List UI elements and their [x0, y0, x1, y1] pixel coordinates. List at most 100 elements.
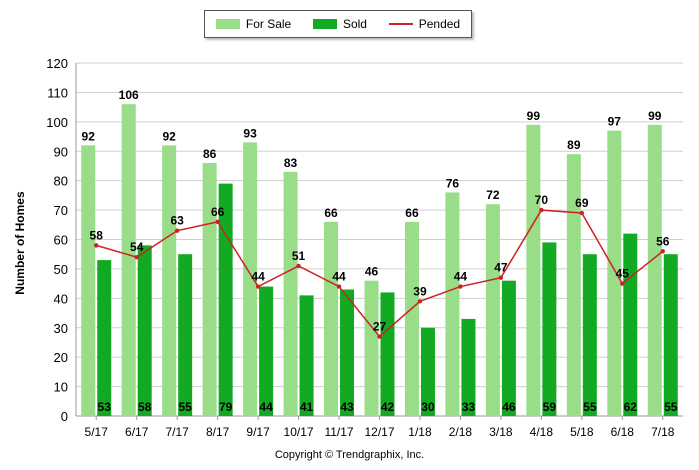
- data-label-pended: 45: [616, 267, 630, 281]
- legend-swatch-pended: [388, 23, 413, 25]
- point-pended: [377, 334, 382, 339]
- legend-item-sold: Sold: [312, 17, 367, 31]
- data-label-pended: 47: [494, 261, 508, 275]
- data-label-sold: 58: [138, 400, 152, 414]
- data-label-for-sale: 106: [119, 88, 139, 102]
- x-tick-label: 6/18: [611, 425, 635, 439]
- y-tick-label: 100: [46, 115, 68, 130]
- data-label-sold: 62: [624, 400, 638, 414]
- bar-sold: [97, 260, 112, 416]
- bar-for-sale: [202, 163, 217, 416]
- data-label-for-sale: 92: [162, 129, 176, 143]
- point-pended: [620, 281, 625, 286]
- bar-sold: [218, 183, 233, 416]
- bar-for-sale: [485, 204, 500, 416]
- bar-for-sale: [364, 280, 379, 416]
- data-label-sold: 41: [300, 400, 314, 414]
- data-label-sold: 30: [421, 400, 435, 414]
- y-tick-label: 50: [54, 262, 68, 277]
- point-pended: [215, 219, 220, 225]
- data-label-pended: 69: [575, 196, 589, 210]
- data-label-for-sale: 99: [648, 109, 662, 123]
- x-tick-label: 9/17: [246, 425, 270, 439]
- data-label-pended: 58: [90, 228, 104, 242]
- y-tick-label: 110: [47, 85, 68, 100]
- data-label-sold: 46: [502, 400, 516, 414]
- x-tick-label: 7/18: [651, 425, 675, 439]
- bar-for-sale: [121, 104, 136, 416]
- point-pended: [579, 210, 585, 216]
- x-tick-label: 8/17: [206, 425, 230, 439]
- point-pended: [94, 243, 99, 248]
- x-tick-label: 10/17: [284, 425, 314, 439]
- data-label-for-sale: 66: [405, 206, 419, 220]
- point-pended: [660, 249, 665, 254]
- legend-item-pended: Pended: [388, 17, 460, 31]
- data-label-pended: 44: [251, 270, 265, 284]
- y-tick-label: 30: [54, 321, 68, 336]
- data-label-for-sale: 93: [243, 126, 257, 140]
- y-tick-label: 20: [54, 350, 68, 365]
- legend: For Sale Sold Pended: [204, 10, 472, 38]
- data-label-for-sale: 92: [82, 129, 96, 143]
- point-pended: [458, 284, 463, 289]
- legend-label-for-sale: For Sale: [245, 17, 292, 31]
- data-label-sold: 55: [583, 400, 597, 414]
- data-label-sold: 33: [462, 400, 476, 414]
- y-tick-label: 80: [54, 174, 68, 189]
- y-tick-label: 90: [54, 144, 68, 159]
- point-pended: [539, 207, 544, 213]
- x-tick-label: 11/17: [324, 425, 353, 439]
- data-label-for-sale: 97: [608, 115, 622, 129]
- data-label-for-sale: 66: [324, 206, 338, 220]
- bar-for-sale: [162, 145, 177, 416]
- bar-for-sale: [647, 124, 662, 417]
- x-tick-label: 3/18: [489, 425, 513, 439]
- x-tick-label: 2/18: [449, 425, 473, 439]
- data-label-for-sale: 86: [203, 147, 217, 161]
- x-tick-label: 1/18: [408, 425, 432, 439]
- data-label-pended: 70: [535, 193, 549, 207]
- bar-sold: [380, 292, 395, 416]
- point-pended: [296, 263, 301, 269]
- y-tick-label: 40: [54, 291, 68, 306]
- data-label-pended: 56: [656, 234, 670, 248]
- y-tick-label: 0: [61, 409, 68, 424]
- x-tick-label: 7/17: [165, 425, 189, 439]
- copyright-text: Copyright © Trendgraphix, Inc.: [274, 449, 425, 461]
- bar-sold: [501, 280, 516, 416]
- bar-for-sale: [81, 145, 96, 416]
- bar-sold: [663, 254, 678, 416]
- bar-sold: [340, 289, 355, 416]
- point-pended: [134, 254, 139, 260]
- point-pended: [255, 284, 261, 289]
- bar-for-sale: [526, 124, 541, 417]
- data-label-pended: 63: [170, 214, 184, 228]
- legend-item-for-sale: For Sale: [215, 17, 292, 31]
- bar-for-sale: [283, 171, 298, 416]
- bar-sold: [137, 245, 152, 416]
- bar-for-sale: [445, 192, 460, 416]
- y-tick-label: 60: [54, 233, 68, 248]
- bar-for-sale: [243, 142, 258, 417]
- x-tick-label: 12/17: [364, 425, 394, 439]
- bar-sold: [259, 286, 274, 416]
- data-label-pended: 66: [211, 205, 225, 219]
- data-label-pended: 39: [413, 284, 427, 298]
- x-tick-label: 5/18: [570, 425, 594, 439]
- point-pended: [336, 284, 342, 289]
- x-tick-label: 4/18: [530, 425, 554, 439]
- data-label-pended: 27: [373, 320, 387, 334]
- bar-for-sale: [324, 221, 339, 416]
- legend-swatch-for-sale: [215, 19, 240, 29]
- data-label-pended: 51: [292, 249, 306, 263]
- data-label-for-sale: 99: [527, 109, 541, 123]
- data-label-sold: 43: [340, 400, 354, 414]
- bar-for-sale: [566, 154, 581, 417]
- y-tick-label: 10: [54, 380, 68, 395]
- x-tick-label: 6/17: [125, 425, 149, 439]
- point-pended: [174, 228, 180, 233]
- bar-sold: [461, 318, 476, 416]
- data-label-sold: 79: [219, 400, 233, 414]
